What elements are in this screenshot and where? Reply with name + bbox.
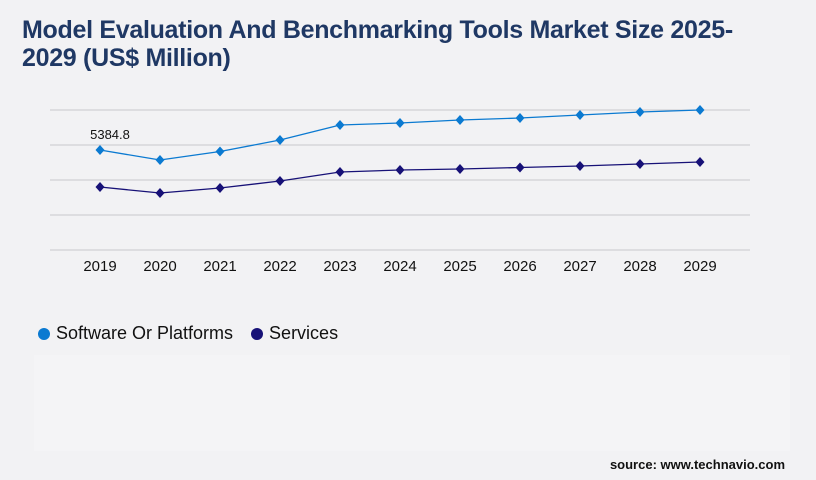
x-tick-label: 2022 — [263, 258, 296, 275]
legend-marker-icon — [251, 327, 264, 340]
data-point — [695, 105, 705, 116]
data-point — [215, 183, 225, 194]
data-point — [275, 135, 285, 146]
data-point — [455, 115, 465, 126]
x-tick-label: 2027 — [563, 258, 596, 275]
x-tick-label: 2026 — [503, 258, 536, 275]
data-point — [275, 176, 285, 187]
x-tick-label: 2020 — [143, 258, 176, 275]
legend-label: Software Or Platforms — [56, 323, 234, 343]
data-point — [335, 120, 345, 131]
x-tick-label: 2019 — [83, 258, 116, 275]
source-note: source: www.technavio.com — [609, 457, 785, 472]
line-chart: 2019 2020 2021 2022 2023 2024 2025 2026 2027 2028… — [50, 105, 750, 275]
data-point — [155, 155, 165, 166]
data-point — [95, 182, 105, 193]
series-line — [99, 109, 701, 161]
data-label: 5384.8 — [90, 127, 130, 142]
x-tick-label: 2025 — [443, 258, 476, 275]
legend-label: Services — [269, 323, 339, 343]
data-point — [335, 167, 345, 178]
legend-item-software[interactable]: Software Or Platforms — [38, 323, 233, 344]
data-point — [695, 157, 705, 168]
x-tick-label: 2023 — [323, 258, 356, 275]
data-point — [635, 107, 645, 118]
x-tick-label: 2021 — [203, 258, 236, 275]
data-point — [575, 161, 585, 172]
x-tick-label: 2029 — [683, 258, 716, 275]
background-panel — [34, 355, 790, 451]
legend-marker-icon — [38, 327, 50, 340]
data-point — [395, 165, 405, 176]
data-point — [455, 164, 465, 175]
chart-title: Model Evaluation And Benchmarking Tools … — [22, 16, 733, 72]
data-point — [515, 113, 525, 124]
x-tick-label: 2028 — [623, 258, 656, 275]
data-point — [155, 188, 165, 199]
data-point — [395, 118, 405, 129]
x-tick-label: 2024 — [383, 258, 416, 275]
data-point — [515, 162, 525, 173]
data-point — [575, 110, 585, 121]
data-point — [635, 159, 645, 170]
legend-item-services[interactable]: Services — [251, 323, 338, 344]
data-point — [95, 145, 105, 156]
legend: Software Or Platforms Services — [38, 323, 356, 344]
data-point — [215, 146, 225, 157]
